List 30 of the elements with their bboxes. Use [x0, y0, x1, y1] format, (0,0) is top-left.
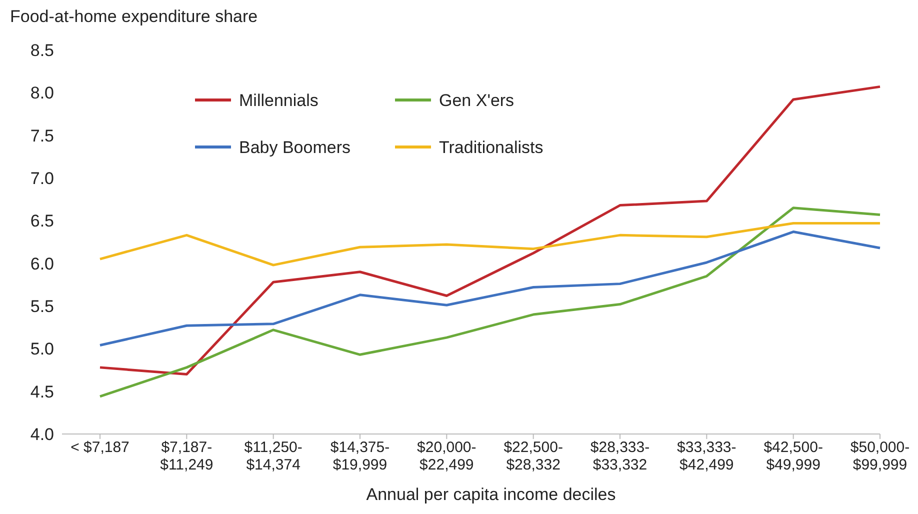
- x-tick-label: $11,250-$14,374: [244, 439, 302, 474]
- x-tick-label: $22,500-$28,332: [504, 439, 563, 474]
- y-tick-label: 6.0: [30, 254, 54, 274]
- y-tick-label: 5.0: [30, 340, 54, 359]
- x-axis-title: Annual per capita income deciles: [366, 485, 616, 504]
- line-series: [98, 230, 882, 347]
- x-tick-label: $50,000-$99,999: [850, 439, 910, 474]
- legend-label: Millennials: [239, 90, 318, 110]
- x-tick-label: $28,333-$33,332: [590, 439, 650, 474]
- legend-label: Traditionalists: [439, 138, 544, 157]
- y-tick-label: 7.0: [30, 168, 54, 188]
- y-tick-label: 7.5: [30, 126, 54, 146]
- legend-label: Baby Boomers: [239, 138, 350, 157]
- y-tick-label: 6.5: [30, 212, 54, 231]
- x-tick-label: $42,500-$49,999: [764, 439, 823, 474]
- y-tick-label: 4.5: [30, 382, 54, 402]
- y-axis-title: Food-at-home expenditure share: [10, 7, 258, 26]
- x-tick-label: $33,333-$42,499: [677, 439, 736, 474]
- line-series: [98, 206, 882, 398]
- y-tick-label: 8.0: [30, 84, 54, 103]
- x-tick-label: $20,000-$22,499: [417, 439, 476, 474]
- line-series: [98, 85, 882, 376]
- legend-label: Gen X'ers: [439, 90, 514, 110]
- x-tick-label: $14,375-$19,999: [330, 439, 390, 474]
- line-series: [98, 222, 882, 266]
- y-tick-label: 8.5: [30, 40, 54, 60]
- y-tick-label: 5.5: [30, 296, 54, 316]
- x-tick-label: $7,187-$11,249: [160, 439, 214, 474]
- x-tick-label: < $7,187: [70, 439, 130, 456]
- y-tick-label: 4.0: [30, 424, 54, 444]
